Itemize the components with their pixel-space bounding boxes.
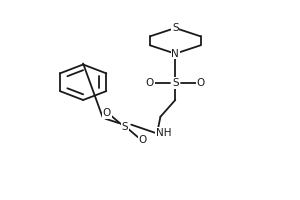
Text: NH: NH (156, 128, 171, 138)
Text: O: O (146, 78, 154, 88)
Text: S: S (172, 23, 178, 33)
Text: S: S (172, 78, 178, 88)
Text: N: N (171, 49, 179, 59)
Text: O: O (103, 108, 111, 118)
Text: S: S (122, 122, 128, 132)
Text: O: O (138, 135, 147, 145)
Text: O: O (196, 78, 205, 88)
